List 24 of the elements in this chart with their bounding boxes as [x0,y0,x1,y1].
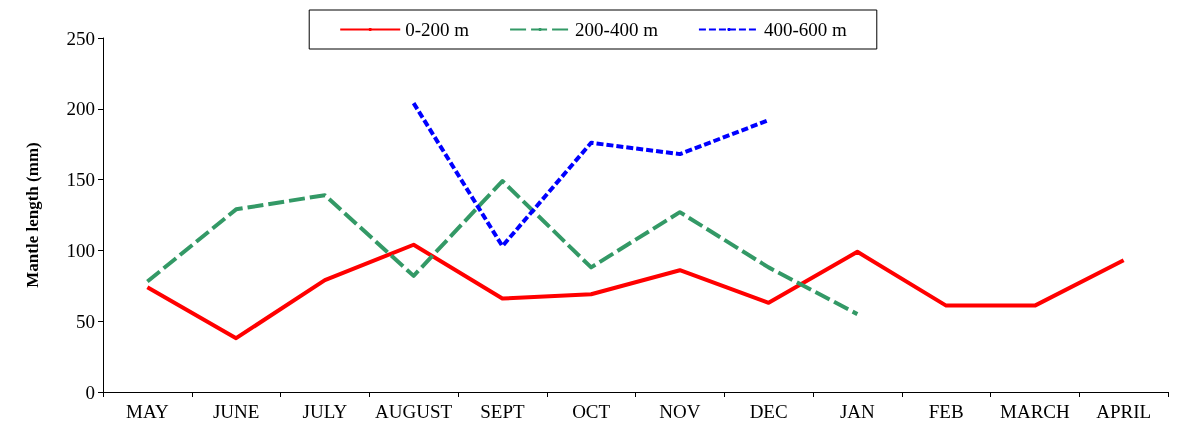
legend-label: 400-600 m [763,19,848,40]
y-tick-label: 0 [85,381,95,403]
x-tick-label: MAY [126,401,169,422]
x-tick-label: SEPT [480,401,525,422]
x-tick-label: JAN [839,401,876,422]
x-tick-label: JULY [302,401,348,422]
line-series [145,242,1126,341]
x-tick-label: APRIL [1096,401,1152,422]
y-tick-label: 200 [66,98,95,120]
x-tick-label: DEC [749,401,788,422]
y-tick-label: 50 [76,310,95,332]
x-tick-label: FEB [928,401,964,422]
y-axis-title: Mantle length (mm) [23,142,42,288]
y-tick-label: 100 [66,239,95,261]
x-tick-label: MARCH [1000,401,1070,422]
x-tick-label: NOV [659,401,701,422]
line-series [145,179,860,317]
legend-label: 0-200 m [405,19,470,40]
legend-label: 200-400 m [575,19,659,40]
x-tick-label: JUNE [212,401,260,422]
y-tick-label: 250 [66,27,95,49]
x-tick-label: AUGUST [375,401,453,422]
x-tick-label: OCT [572,401,611,422]
y-tick-label: 150 [66,169,95,191]
